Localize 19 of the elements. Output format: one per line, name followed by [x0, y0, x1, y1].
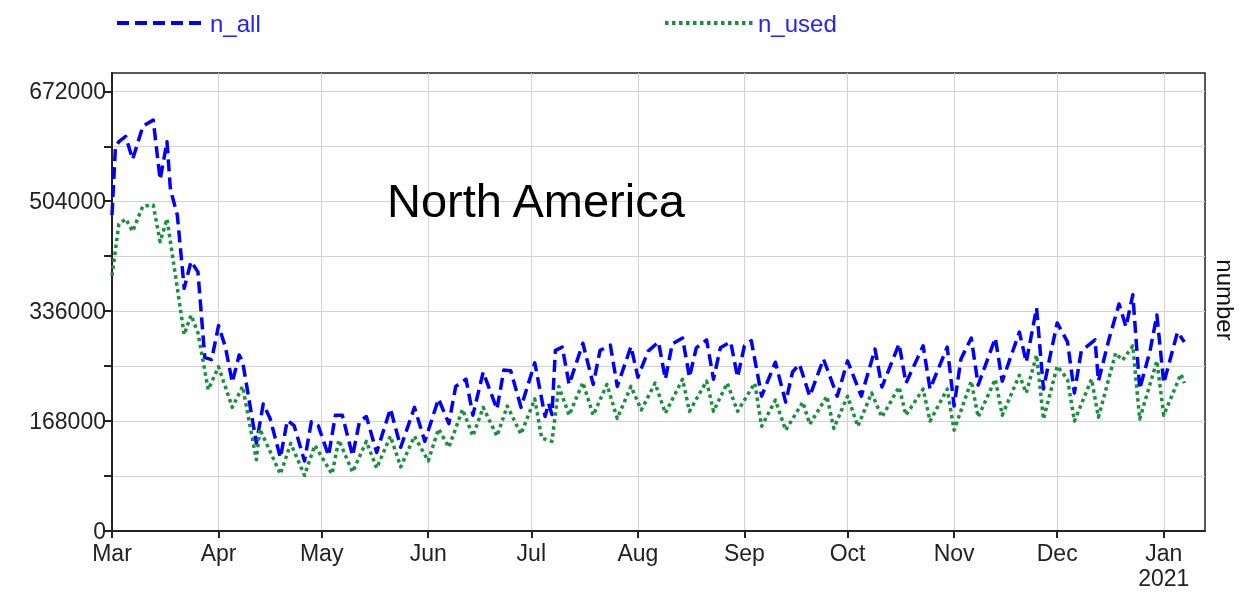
x-tick-label: Apr — [200, 539, 237, 566]
line-series — [110, 118, 1187, 463]
x-tick-label: Jul — [516, 539, 547, 566]
y-tick-label: 168000 — [29, 408, 106, 435]
x-tick-label: Aug — [617, 539, 659, 566]
y-tick-label: 672000 — [29, 78, 106, 105]
x-tick-label: Jan 2021 — [1138, 539, 1190, 591]
legend-label: n_used — [758, 9, 837, 37]
y-tick-label: 336000 — [29, 298, 106, 325]
y-tick-label: 504000 — [29, 188, 106, 215]
y-axis-title: number — [1211, 259, 1239, 341]
x-tick-label: Sep — [723, 539, 765, 566]
x-tick-label: Dec — [1036, 539, 1078, 566]
text: North America — [387, 174, 686, 227]
x-tick-label: May — [299, 539, 344, 566]
x-tick-label: Nov — [933, 539, 976, 566]
legend-label: n_all — [210, 9, 261, 37]
x-tick-label: Oct — [829, 539, 867, 566]
x-tick-label: Jun — [409, 539, 447, 566]
